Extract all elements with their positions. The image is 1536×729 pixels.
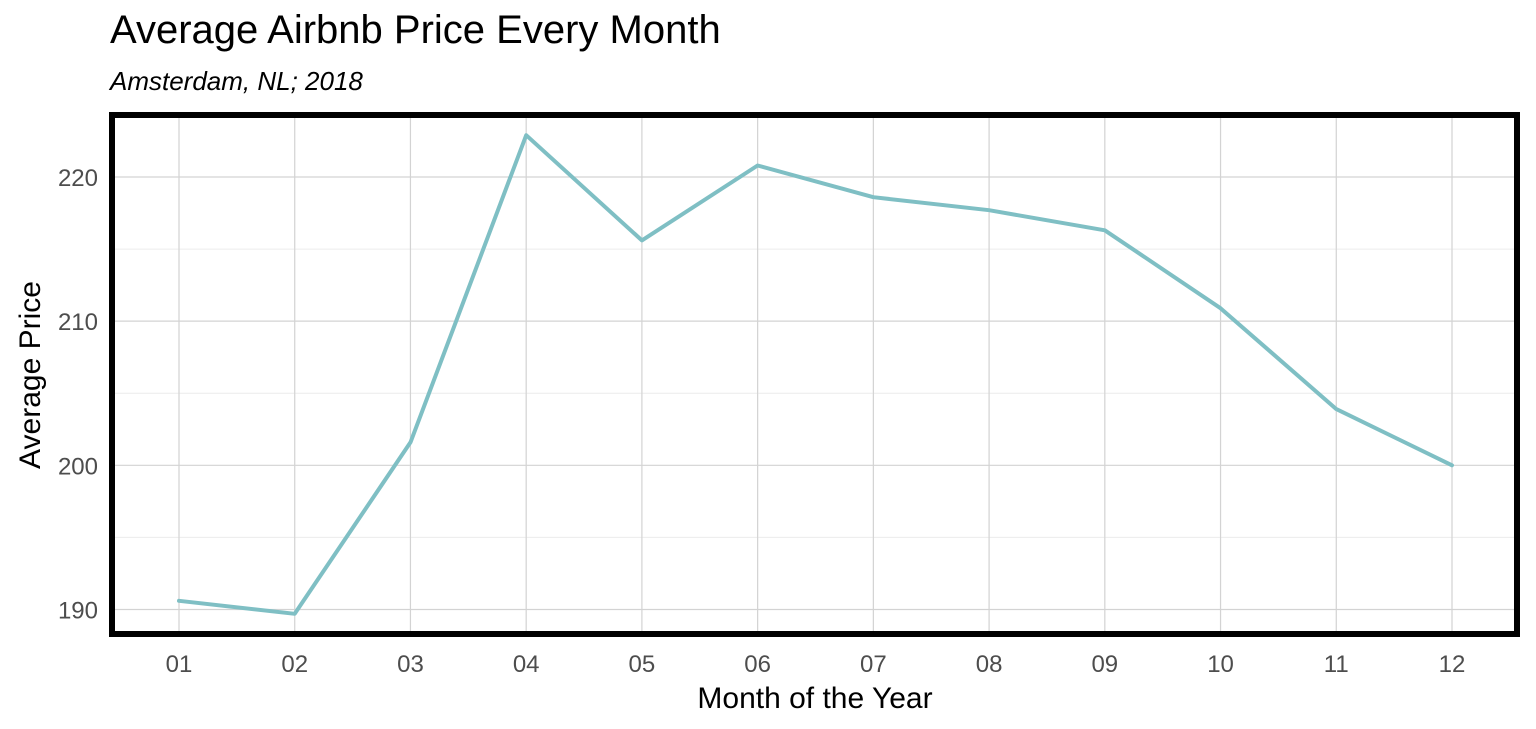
chart-subtitle: Amsterdam, NL; 2018	[110, 66, 363, 96]
x-axis-title: Month of the Year	[697, 682, 932, 715]
y-tick-label: 200	[58, 453, 98, 480]
x-tick-label: 11	[1324, 651, 1349, 678]
x-tick-label: 04	[513, 651, 540, 678]
chart-title: Average Airbnb Price Every Month	[110, 8, 721, 52]
grid-lines	[112, 115, 1517, 634]
y-axis-title: Average Price	[14, 281, 47, 469]
x-axis-ticks: 01 02 03 04 05 06 07 08 09 10 11 12	[166, 651, 1466, 678]
y-tick-label: 220	[58, 165, 98, 192]
y-tick-label: 210	[58, 309, 98, 336]
x-tick-label: 05	[629, 651, 656, 678]
x-tick-label: 12	[1439, 651, 1466, 678]
x-tick-label: 07	[860, 651, 887, 678]
panel-border	[109, 112, 1520, 637]
x-tick-label: 09	[1091, 651, 1118, 678]
y-axis-ticks: 190 200 210 220	[58, 165, 98, 624]
x-tick-label: 01	[166, 651, 193, 678]
series-line	[177, 133, 1454, 616]
y-tick-label: 190	[58, 597, 98, 624]
series-group	[177, 133, 1454, 616]
x-tick-label: 03	[397, 651, 424, 678]
x-tick-label: 10	[1207, 651, 1234, 678]
x-tick-label: 02	[281, 651, 308, 678]
x-tick-label: 08	[976, 651, 1003, 678]
x-tick-label: 06	[744, 651, 771, 678]
